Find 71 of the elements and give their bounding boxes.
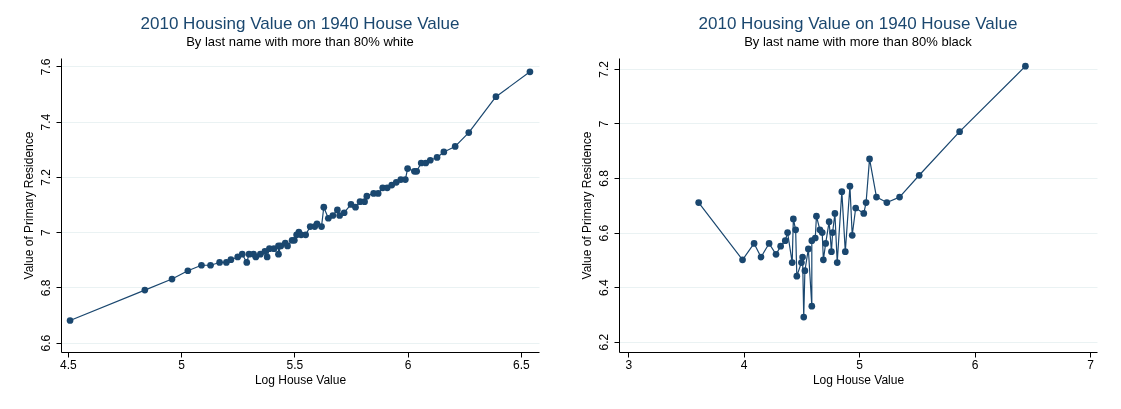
- point: [800, 313, 808, 321]
- point: [915, 171, 923, 179]
- point: [860, 210, 868, 217]
- point: [828, 248, 835, 255]
- x-axis-title: Log House Value: [812, 372, 905, 387]
- point: [820, 256, 827, 264]
- point: [695, 199, 703, 206]
- x-tick-label: 6: [404, 357, 412, 372]
- point: [798, 259, 805, 266]
- y-tick-label: 7.2: [38, 168, 53, 186]
- chart-subtitle: By last name with more than 80% white: [186, 33, 414, 49]
- point: [833, 259, 841, 266]
- chart-title: 2010 Housing Value on 1940 House Value: [698, 14, 1018, 33]
- point: [793, 272, 801, 280]
- point: [822, 240, 830, 247]
- y-axis-title: Value of Primary Residence: [21, 131, 36, 280]
- y-tick-label: 6.2: [596, 333, 611, 351]
- point: [739, 256, 746, 264]
- y-tick-label: 7.2: [596, 60, 611, 78]
- point: [883, 199, 891, 206]
- y-tick-label: 7.4: [38, 113, 53, 131]
- chart-title: 2010 Housing Value on 1940 House Value: [140, 13, 460, 33]
- point: [799, 253, 806, 261]
- point: [825, 218, 833, 225]
- point: [896, 193, 903, 201]
- point: [805, 245, 812, 253]
- y-tick-label: 6.6: [596, 224, 611, 242]
- point: [750, 240, 758, 247]
- point: [829, 229, 836, 236]
- x-tick-label: 7: [1087, 357, 1095, 372]
- y-tick-label: 7: [38, 228, 53, 236]
- x-tick-label: 6: [971, 357, 979, 372]
- point: [777, 242, 784, 250]
- point: [846, 182, 854, 190]
- point: [765, 240, 773, 247]
- point: [801, 267, 809, 275]
- point: [838, 188, 846, 195]
- point: [784, 229, 791, 236]
- x-tick-label: 6.5: [513, 357, 531, 372]
- point: [841, 248, 849, 255]
- y-tick-label: 7.6: [38, 58, 53, 76]
- point: [813, 212, 820, 220]
- point: [789, 215, 797, 223]
- x-tick-label: 3: [625, 357, 633, 372]
- point: [772, 251, 780, 258]
- y-tick-label: 6.4: [596, 278, 611, 296]
- y-tick-label: 6.8: [38, 279, 53, 297]
- y-tick-label: 6.8: [596, 169, 611, 187]
- point: [862, 199, 870, 206]
- x-tick-label: 4: [740, 357, 748, 372]
- y-tick-label: 6.6: [38, 334, 53, 352]
- point: [781, 237, 789, 245]
- chart-subtitle: By last name with more than 80% black: [744, 34, 973, 49]
- y-tick-label: 7: [596, 120, 611, 128]
- x-tick-label: 5: [178, 357, 186, 372]
- point: [956, 128, 963, 135]
- y-axis-title: Value of Primary Residence: [579, 131, 594, 280]
- point: [848, 231, 856, 239]
- x-tick-label: 5.5: [286, 357, 304, 372]
- point: [808, 302, 816, 310]
- point: [757, 253, 765, 261]
- point: [788, 259, 796, 266]
- x-tick-label: 4.5: [59, 357, 77, 372]
- point: [873, 193, 880, 201]
- x-tick-label: 5: [856, 357, 864, 372]
- point: [852, 204, 860, 212]
- point: [831, 210, 839, 217]
- point: [792, 226, 800, 234]
- point: [1022, 62, 1029, 70]
- point: [866, 155, 873, 163]
- x-axis-title: Log House Value: [254, 372, 347, 387]
